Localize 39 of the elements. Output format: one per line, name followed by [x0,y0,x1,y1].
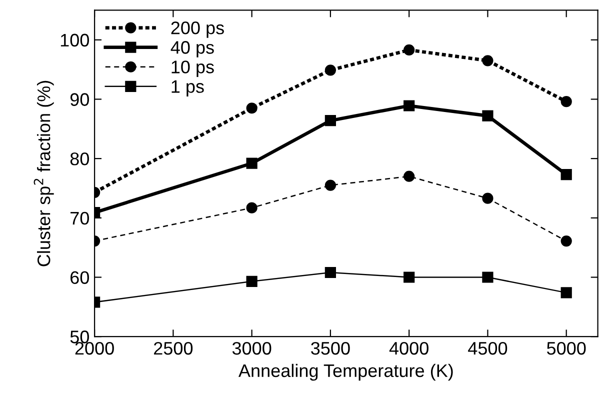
y-tick-label: 100 [60,34,89,47]
x-tick-label: 5000 [546,342,586,355]
point [560,169,572,180]
point [246,158,258,169]
y-tick-label: 70 [70,212,89,225]
legend-label: 200 ps [171,22,224,38]
point [404,44,415,56]
point [404,170,415,182]
point [324,180,336,191]
point [246,276,258,287]
x-tick-label: 4500 [468,342,508,355]
point [404,272,415,283]
legend-label: 1 ps [172,80,204,96]
point [482,192,494,204]
point [324,115,336,126]
y-tick-label: 80 [70,152,89,166]
y-axis-title: Cluster sp$^{2}$ fraction (%) [34,80,54,266]
x-tick-label: 3000 [232,342,272,355]
y-tick-label: 90 [70,93,89,106]
point [324,266,336,278]
point [324,64,336,76]
point [560,236,572,247]
y-tick-label: 60 [70,271,89,284]
point [482,55,494,66]
y-tick-label: 50 [70,330,89,344]
x-tick-label: 2000 [75,342,114,355]
legend-label: 40 ps [170,41,214,58]
point [246,202,258,214]
x-tick-label: 2500 [154,342,193,355]
point [482,272,494,283]
point [404,100,415,112]
x-tick-label: 4000 [389,342,428,355]
point [246,102,258,114]
x-axis-title: Annealing Temperature (K) [238,364,453,381]
point [560,287,572,298]
point [482,110,494,122]
legend-label: 10 ps [172,60,214,77]
x-tick-label: 3500 [311,342,350,355]
point [560,96,572,108]
